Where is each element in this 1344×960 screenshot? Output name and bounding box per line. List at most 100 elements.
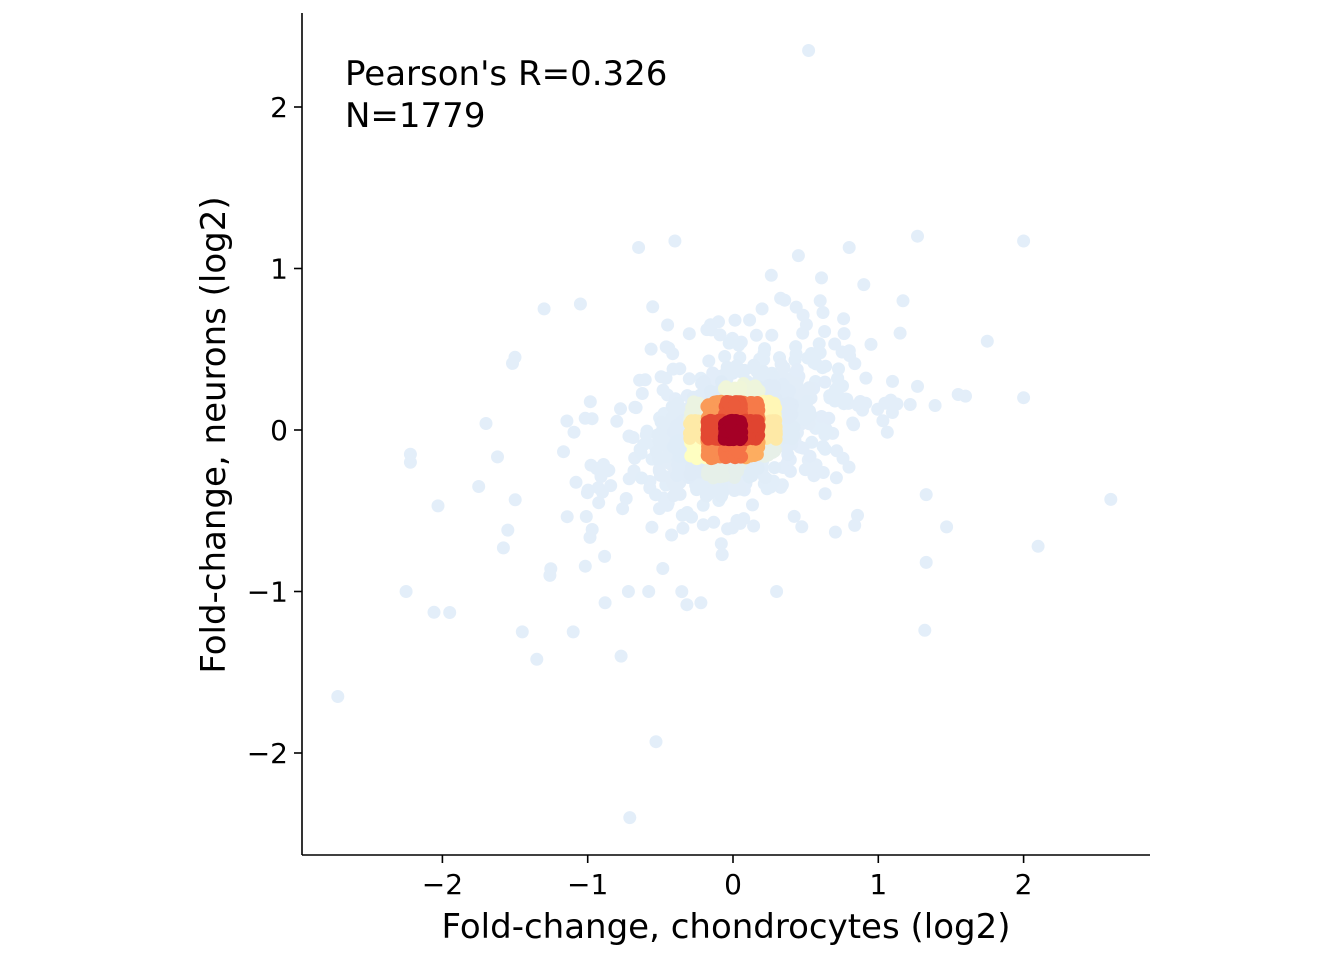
scatter-point <box>829 471 843 485</box>
scatter-point <box>676 521 690 535</box>
scatter-point <box>743 313 757 327</box>
scatter-point <box>823 389 837 403</box>
scatter-point <box>598 596 612 610</box>
scatter-point <box>871 402 885 416</box>
scatter-point <box>584 458 598 472</box>
scatter-point <box>665 528 679 542</box>
annotation-n-count: N=1779 <box>345 96 485 136</box>
scatter-point <box>828 525 842 539</box>
scatter-point <box>496 541 510 555</box>
scatter-point <box>896 294 910 308</box>
scatter-point <box>848 357 862 371</box>
scatter-point <box>686 444 700 458</box>
scatter-point <box>614 402 627 416</box>
scatter-point <box>718 350 732 363</box>
scatter-point <box>802 44 816 57</box>
scatter-point <box>851 508 864 522</box>
scatter-point <box>515 625 529 639</box>
scatter-point <box>1017 391 1031 405</box>
scatter-point <box>501 523 515 537</box>
scatter-point <box>702 354 716 368</box>
scatter-point <box>1031 539 1045 553</box>
scatter-point <box>649 488 663 502</box>
scatter-point <box>762 394 776 408</box>
scatter-point <box>704 414 718 428</box>
scatter-point <box>830 444 844 458</box>
x-tick-label: 1 <box>869 868 887 901</box>
scatter-point <box>822 411 836 425</box>
scatter-point <box>667 489 681 503</box>
scatter-point <box>592 496 606 510</box>
scatter-point <box>560 510 574 524</box>
scatter-point <box>610 414 624 428</box>
x-axis-ticks: −2 −1 0 1 2 <box>422 855 1033 901</box>
scatter-point <box>746 498 759 512</box>
y-tick-label: −2 <box>247 737 288 770</box>
scatter-point <box>614 649 628 663</box>
scatter-point <box>864 337 878 351</box>
scatter-point <box>789 340 803 354</box>
scatter-point <box>583 395 597 409</box>
scatter-point <box>747 358 761 372</box>
scatter-point <box>758 471 772 485</box>
scatter-point <box>595 485 609 499</box>
scatter-point <box>804 408 818 422</box>
scatter-point <box>621 585 635 598</box>
scatter-point <box>769 431 783 445</box>
scatter-point <box>696 518 710 532</box>
scatter-point <box>816 466 830 479</box>
scatter-point <box>842 241 856 254</box>
scatter-point <box>763 414 777 428</box>
scatter-point <box>331 690 345 703</box>
scatter-point <box>567 425 581 439</box>
scatter-point <box>749 328 763 342</box>
scatter-point <box>782 396 796 410</box>
scatter-point <box>880 425 894 439</box>
scatter-point <box>928 399 942 412</box>
scatter-point <box>508 493 522 507</box>
scatter-point <box>543 568 557 582</box>
scatter-point <box>730 382 744 396</box>
y-tick-label: −1 <box>247 576 288 609</box>
scatter-point <box>745 469 759 483</box>
scatter-point <box>666 440 680 454</box>
scatter-point <box>815 271 828 285</box>
scatter-point <box>816 306 830 319</box>
scatter-point <box>911 379 924 393</box>
scatter-point <box>687 415 701 429</box>
y-tick-label: 0 <box>270 414 288 447</box>
annotation-pearson-r: Pearson's R=0.326 <box>345 54 667 94</box>
scatter-point <box>940 520 954 534</box>
scatter-point <box>598 549 612 563</box>
scatter-point <box>808 355 822 369</box>
scatter-point <box>701 448 715 462</box>
scatter-point <box>581 483 595 497</box>
scatter-point <box>857 278 871 292</box>
scatter-point <box>893 326 907 340</box>
scatter-point <box>778 293 792 307</box>
scatter-point <box>673 362 687 376</box>
scatter-point <box>818 325 832 338</box>
scatter-point <box>660 450 674 464</box>
scatter-point <box>682 372 696 386</box>
y-tick-label: 2 <box>270 91 288 124</box>
scatter-point <box>680 598 694 612</box>
data-points <box>331 44 1118 825</box>
x-tick-label: −1 <box>567 868 608 901</box>
scatter-point <box>714 537 728 551</box>
scatter-point <box>578 559 592 573</box>
scatter-point <box>703 384 717 398</box>
scatter-point <box>644 342 658 356</box>
scatter-point <box>707 466 721 480</box>
scatter-point <box>646 300 660 314</box>
scatter-point <box>886 374 899 388</box>
scatter-point <box>798 463 812 477</box>
scatter-point <box>443 606 457 619</box>
scatter-point <box>903 398 917 411</box>
x-tick-label: 0 <box>724 868 742 901</box>
scatter-point <box>704 323 718 337</box>
scatter-point <box>654 415 668 429</box>
scatter-point <box>796 326 810 340</box>
scatter-point <box>980 334 994 348</box>
scatter-point <box>832 362 845 376</box>
